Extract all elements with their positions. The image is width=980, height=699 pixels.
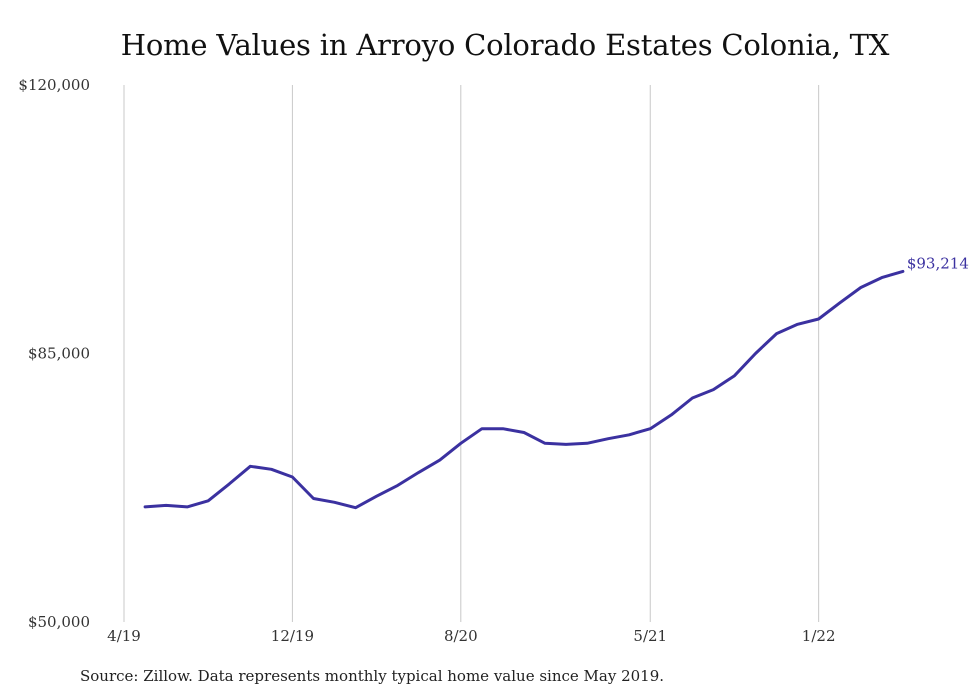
x-tick-label: 4/19 [107,627,141,645]
end-value-label: $93,214 [907,254,969,272]
series [143,269,905,510]
data-labels: $93,214 [907,254,969,272]
y-tick-label: $50,000 [28,613,90,631]
y-tick-label: $85,000 [28,345,90,363]
chart-title: Home Values in Arroyo Colorado Estates C… [120,28,890,62]
series-line-0 [143,269,905,510]
x-tick-label: 8/20 [444,627,478,645]
gridlines [123,85,820,622]
y-axis: $120,000 $85,000 $50,000 [18,76,90,631]
y-tick-label: $120,000 [18,76,90,94]
x-axis: 4/19 12/19 8/20 5/21 1/22 [107,627,835,645]
x-tick-label: 5/21 [633,627,667,645]
x-tick-label: 1/22 [802,627,836,645]
x-tick-label: 12/19 [271,627,314,645]
source-note: Source: Zillow. Data represents monthly … [80,667,665,685]
